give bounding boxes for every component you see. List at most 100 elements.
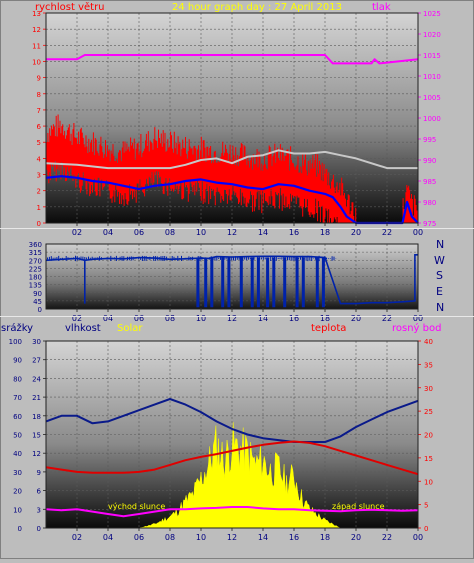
y-tick-label: 24 bbox=[32, 375, 41, 383]
y-tick-label: 6 bbox=[37, 488, 42, 496]
y-tick-label: 0 bbox=[37, 220, 41, 228]
y-tick-label: 10 bbox=[424, 478, 433, 486]
x-tick-label: 04 bbox=[103, 228, 113, 237]
compass-s: S bbox=[436, 269, 443, 282]
x-tick-label: 16 bbox=[289, 533, 299, 542]
y-tick-label: 0 bbox=[38, 306, 42, 314]
y-tick-label: 985 bbox=[423, 178, 436, 186]
y-tick-label: 1000 bbox=[423, 115, 441, 123]
x-tick-label: 04 bbox=[103, 533, 113, 542]
y-tick-label: 3 bbox=[37, 506, 41, 514]
x-tick-label: 22 bbox=[382, 314, 392, 323]
x-tick-label: 10 bbox=[196, 228, 206, 237]
y-tick-label: 980 bbox=[423, 199, 436, 207]
y-tick-label: 7 bbox=[37, 107, 41, 115]
compass-n-top: N bbox=[436, 238, 444, 251]
x-tick-label: 16 bbox=[289, 228, 299, 237]
x-tick-label: 02 bbox=[72, 533, 82, 542]
pressure-y-axis: 975 980 985 990 995 1000 1005 1010 1015 1020 1025 bbox=[418, 10, 441, 228]
y-tick-label: 70 bbox=[13, 394, 22, 402]
compass-e: E bbox=[436, 285, 443, 298]
y-tick-label: 30 bbox=[13, 469, 22, 477]
y-tick-label: 20 bbox=[424, 432, 433, 440]
temperature-label: teplota bbox=[311, 323, 346, 334]
y-tick-label: 21 bbox=[32, 394, 41, 402]
separator-1 bbox=[0, 228, 474, 229]
y-tick-label: 4 bbox=[37, 155, 42, 163]
y-tick-label: 13 bbox=[32, 10, 41, 18]
wind-plot-border bbox=[45, 12, 419, 224]
x-tick-label: 20 bbox=[351, 533, 361, 542]
temp-series bbox=[45, 398, 419, 529]
y-tick-label: 270 bbox=[29, 257, 42, 265]
y-tick-label: 40 bbox=[13, 450, 22, 458]
dew-point-label: rosný bod bbox=[392, 322, 441, 334]
y-tick-label: 1010 bbox=[423, 73, 441, 81]
humidity-line bbox=[45, 398, 419, 443]
x-tick-label: 04 bbox=[103, 314, 113, 323]
y-tick-label: 315 bbox=[29, 249, 42, 257]
x-tick-label: 02 bbox=[72, 228, 82, 237]
graph-title: 24 hour graph day : 27 April 2013 bbox=[172, 2, 342, 13]
y-tick-label: 6 bbox=[37, 123, 42, 131]
x-tick-label: 10 bbox=[196, 533, 206, 542]
solar-label: Solar bbox=[117, 323, 143, 334]
wind-x-axis: 02 04 06 08 10 12 14 16 18 20 22 00 bbox=[72, 223, 423, 237]
x-tick-label: 18 bbox=[320, 533, 330, 542]
y-tick-label: 1 bbox=[37, 204, 41, 212]
x-tick-label: 08 bbox=[165, 228, 175, 237]
x-tick-label: 08 bbox=[165, 533, 175, 542]
temp-y-axis: 0 5 10 15 20 25 30 35 40 bbox=[418, 338, 433, 533]
x-tick-label: 20 bbox=[351, 228, 361, 237]
x-tick-label: 14 bbox=[258, 228, 268, 237]
y-tick-label: 0 bbox=[37, 525, 41, 533]
pressure-label: tlak bbox=[372, 2, 391, 13]
y-tick-label: 12 bbox=[32, 26, 41, 34]
gust-line bbox=[45, 149, 418, 170]
y-tick-label: 1015 bbox=[423, 52, 441, 60]
y-tick-label: 1005 bbox=[423, 94, 441, 102]
y-tick-label: 50 bbox=[13, 432, 22, 440]
solar-area bbox=[138, 422, 341, 529]
x-tick-label: 16 bbox=[289, 314, 299, 323]
x-tick-label: 00 bbox=[413, 314, 423, 323]
direction-plot-border bbox=[45, 243, 419, 310]
temp-x-axis: 02 04 06 08 10 12 14 16 18 20 22 00 bbox=[72, 528, 423, 542]
x-tick-label: 10 bbox=[196, 314, 206, 323]
direction-series bbox=[45, 254, 418, 308]
y-tick-label: 360 bbox=[29, 241, 42, 249]
x-tick-label: 06 bbox=[134, 533, 144, 542]
y-tick-label: 225 bbox=[29, 265, 42, 273]
y-tick-label: 3 bbox=[37, 172, 41, 180]
sunset-label: západ slunce bbox=[332, 502, 385, 511]
x-tick-label: 18 bbox=[320, 314, 330, 323]
y-tick-label: 15 bbox=[32, 432, 41, 440]
y-tick-label: 1025 bbox=[423, 10, 441, 18]
x-tick-label: 06 bbox=[134, 314, 144, 323]
y-tick-label: 100 bbox=[9, 338, 22, 346]
y-tick-label: 60 bbox=[13, 413, 22, 421]
pressure-line bbox=[46, 54, 419, 65]
y-tick-label: 975 bbox=[423, 220, 436, 228]
y-tick-label: 135 bbox=[29, 282, 42, 290]
y-tick-label: 0 bbox=[424, 525, 428, 533]
direction-x-axis: 02 04 06 08 10 12 14 16 18 20 22 00 bbox=[72, 309, 423, 323]
y-tick-label: 180 bbox=[29, 274, 42, 282]
y-tick-label: 45 bbox=[33, 298, 42, 306]
y-tick-label: 995 bbox=[423, 136, 436, 144]
y-tick-label: 12 bbox=[32, 450, 41, 458]
humidity-label: vlhkost bbox=[65, 323, 101, 334]
y-tick-label: 80 bbox=[13, 375, 22, 383]
humidity-y-axis: 0 3 6 9 12 15 18 21 24 27 30 bbox=[32, 338, 46, 533]
x-tick-label: 18 bbox=[320, 228, 330, 237]
temperature-line bbox=[45, 440, 419, 476]
temp-plot-border bbox=[45, 340, 419, 529]
x-tick-label: 00 bbox=[413, 228, 423, 237]
x-tick-label: 22 bbox=[382, 228, 392, 237]
y-tick-label: 27 bbox=[32, 357, 41, 365]
wind-speed-label: rychlost větru bbox=[35, 1, 105, 13]
x-tick-label: 22 bbox=[382, 533, 392, 542]
